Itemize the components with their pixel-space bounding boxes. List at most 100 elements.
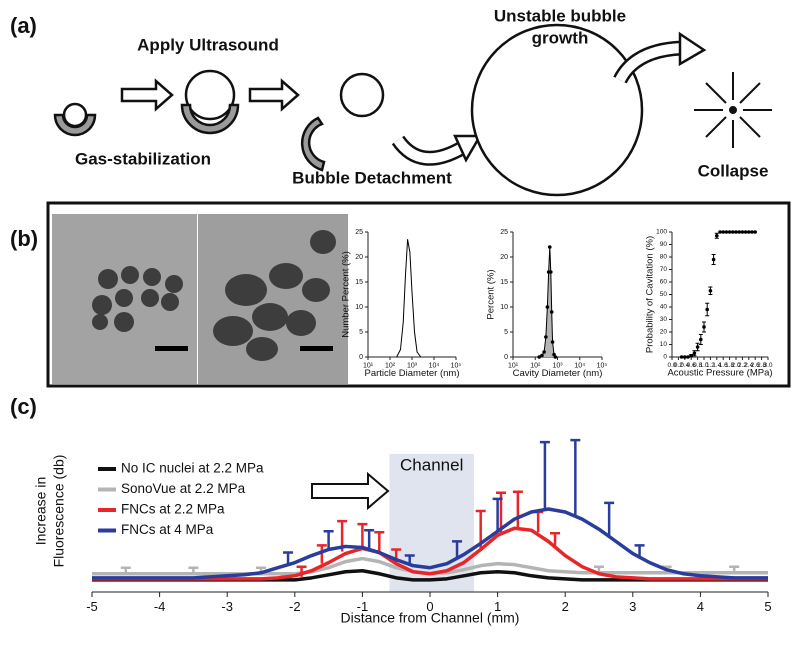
error-bar [570,438,581,516]
y-tick-label: 10 [660,341,668,348]
chart: 10¹ 10² 10³ 10⁴ 10⁵ 0 5 10 15 20 25 Particle Diamet… [341,229,462,379]
legend-label: FNCs at 2.2 MPa [121,502,225,517]
point [750,230,754,234]
marker [537,355,541,359]
error-bar [374,531,385,553]
step-label: Unstable bubble [494,6,626,25]
y-axis-label: Increase in [33,477,49,545]
error-bar [283,551,294,565]
y-axis-label: Fluorescence (db) [51,455,67,568]
y-tick-label: 0 [504,354,508,361]
line [396,239,422,358]
error-bar [539,440,550,509]
x-axis-label: Particle Diameter (nm) [364,368,459,379]
x-tick-label: 0.0 [667,362,676,369]
point [715,233,719,238]
marker [547,245,552,249]
line [92,507,768,580]
x-tick-label: 0 [426,599,433,614]
error-bar [729,565,740,573]
x-tick-label: 2 [562,599,569,614]
y-tick-label: 0 [663,354,667,361]
marker [545,305,550,309]
x-tick-label: 10⁵ [597,362,608,369]
arrow [311,471,390,511]
y-tick-label: 10 [500,304,508,311]
marker [542,350,546,354]
x-tick-label: 10³ [407,362,418,369]
step-label: growth [532,28,589,47]
y-tick-label: 10 [355,304,363,311]
marker [549,270,553,274]
point [747,230,751,234]
step-label: Apply Ultrasound [137,35,279,54]
x-tick-label: 2.0 [731,362,740,369]
x-tick-label: 10¹ [508,362,519,369]
point [727,230,732,234]
schematic [53,23,772,197]
marker [540,353,544,358]
y-tick-label: 5 [359,329,363,336]
marker [553,355,558,359]
x-tick-label: 10⁴ [574,362,585,369]
x-tick-label: 10⁴ [429,362,440,369]
panel-label: (b) [10,226,38,251]
point [683,355,687,359]
step-label: Gas-stabilization [75,149,211,168]
chart: 10¹ 10² 10³ 10⁴ 10⁵ 0 5 10 15 20 25 Cavity Diameter… [486,229,608,379]
error-bar [316,544,327,564]
error-bar [533,510,544,533]
point [711,257,716,262]
x-tick-label: 4 [697,599,704,614]
y-tick-label: 90 [660,241,668,248]
y-tick-label: 20 [500,254,508,261]
error-bar [634,544,645,558]
y-tick-label: 15 [500,279,508,286]
y-tick-label: 20 [355,254,363,261]
point [731,230,735,234]
x-tick-label: 2.6 [751,362,760,369]
y-tick-label: 0 [359,354,363,361]
x-tick-label: -4 [154,599,166,614]
x-tick-label: 2.8 [757,362,766,369]
y-tick-label: 30 [660,316,668,323]
marker [550,340,555,344]
x-tick-label: 1.6 [719,362,728,369]
x-tick-label: -3 [221,599,233,614]
x-tick-label: 0.8 [693,362,702,369]
error-bar [404,554,415,566]
x-tick-label: 3 [629,599,636,614]
x-tick-label: 10³ [552,362,563,369]
error-bar [550,532,561,546]
x-tick-label: 1 [494,599,501,614]
y-tick-label: 40 [660,304,668,311]
y-tick-label: 70 [660,266,668,273]
x-tick-label: 1.4 [712,362,721,369]
x-tick-label: 10² [385,362,396,369]
point [686,355,690,359]
annotation: Channel [400,455,463,474]
point [695,345,700,349]
x-tick-label: -5 [86,599,98,614]
panel-frame [46,201,791,388]
y-tick-label: 25 [355,229,363,236]
y-tick-label: 25 [500,229,508,236]
error-bar [604,501,615,538]
error-bar [120,566,131,574]
point [734,230,738,234]
marker [544,335,548,339]
point [753,230,757,234]
point [708,288,713,293]
point [743,230,748,234]
panel-label: (a) [10,13,37,38]
point [689,353,693,358]
x-tick-label: 1.2 [706,362,715,369]
point [737,230,741,234]
micrograph [52,214,348,384]
legend-label: No IC nuclei at 2.2 MPa [121,461,264,476]
x-axis-label: Distance from Channel (mm) [341,610,520,626]
chart: Channel -5 -4 -3 -2 -1 0 1 2 3 4 5 Distance from Cha… [33,438,772,626]
x-tick-label: 0.4 [680,362,689,369]
error-bar [452,540,463,558]
y-tick-label: 80 [660,254,668,261]
